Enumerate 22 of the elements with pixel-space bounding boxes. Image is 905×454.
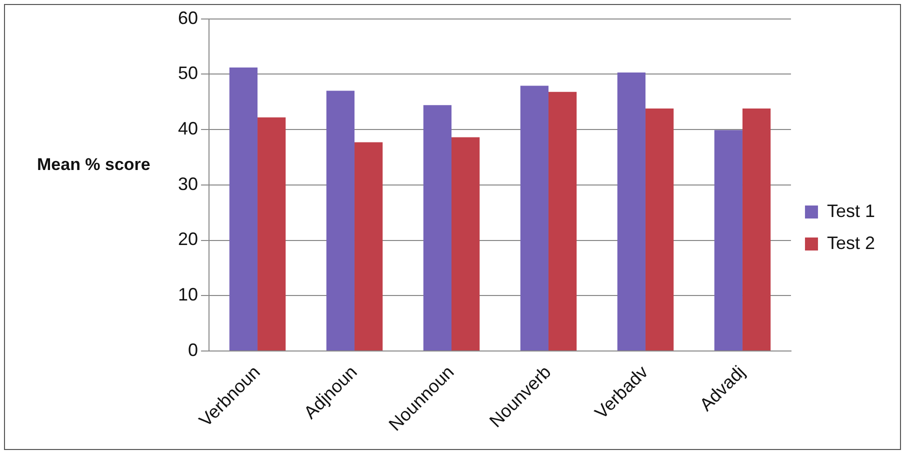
- bar: [452, 137, 480, 350]
- legend-label: Test 1: [826, 200, 876, 221]
- y-tick-label: 20: [178, 229, 198, 250]
- y-tick-label: 30: [178, 174, 198, 194]
- bar: [548, 92, 577, 350]
- y-tick-label: 0: [188, 340, 198, 360]
- y-tick-label: 40: [178, 118, 198, 138]
- bar: [423, 105, 452, 350]
- y-tick-label: 10: [178, 284, 198, 305]
- bar: [354, 142, 383, 350]
- bar: [617, 72, 646, 350]
- bar: [229, 68, 258, 350]
- legend-label: Test 2: [826, 232, 876, 253]
- y-tick-label: 50: [178, 63, 198, 84]
- bar: [520, 86, 548, 350]
- bar: [326, 90, 355, 350]
- bar: [742, 108, 771, 350]
- bar: [714, 130, 742, 350]
- y-axis-title: Mean % score: [37, 155, 150, 175]
- y-tick-label: 60: [178, 8, 198, 28]
- bar: [258, 117, 286, 350]
- bar: [645, 108, 674, 350]
